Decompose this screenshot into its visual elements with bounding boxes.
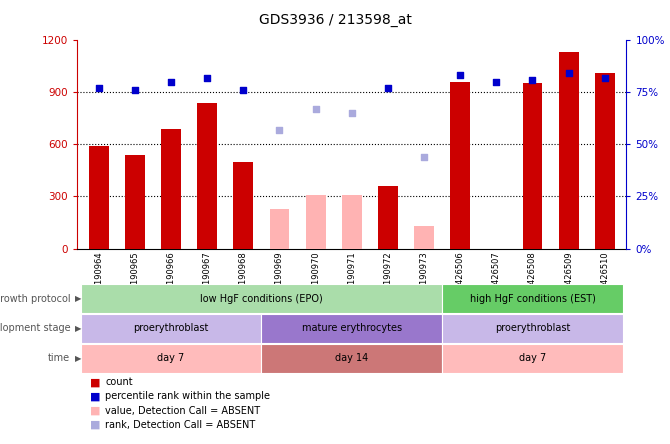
Text: day 7: day 7 xyxy=(519,353,546,363)
Text: low HgF conditions (EPO): low HgF conditions (EPO) xyxy=(200,293,323,304)
Point xyxy=(93,84,104,91)
Point xyxy=(600,74,610,81)
Point xyxy=(129,87,140,94)
Bar xyxy=(89,146,109,249)
Point xyxy=(165,78,176,85)
Text: ■: ■ xyxy=(90,392,101,401)
Point xyxy=(310,105,321,112)
Text: ■: ■ xyxy=(90,420,101,430)
Text: rank, Detection Call = ABSENT: rank, Detection Call = ABSENT xyxy=(105,420,255,430)
Text: ■: ■ xyxy=(90,406,101,416)
Bar xyxy=(261,344,442,373)
Bar xyxy=(442,314,623,343)
Point xyxy=(419,153,429,160)
Bar xyxy=(233,162,253,249)
Bar xyxy=(80,314,261,343)
Bar xyxy=(442,284,623,313)
Point xyxy=(238,87,249,94)
Text: development stage: development stage xyxy=(0,323,70,333)
Text: proerythroblast: proerythroblast xyxy=(494,323,570,333)
Text: ▶: ▶ xyxy=(75,294,82,303)
Text: value, Detection Call = ABSENT: value, Detection Call = ABSENT xyxy=(105,406,261,416)
Bar xyxy=(523,83,543,249)
Bar xyxy=(442,344,623,373)
Point xyxy=(274,126,285,133)
Text: mature erythrocytes: mature erythrocytes xyxy=(302,323,402,333)
Text: day 14: day 14 xyxy=(335,353,368,363)
Text: time: time xyxy=(48,353,70,363)
Bar xyxy=(414,226,434,249)
Point xyxy=(455,72,466,79)
Bar xyxy=(197,103,217,249)
Point xyxy=(491,78,502,85)
Text: day 7: day 7 xyxy=(157,353,185,363)
Text: high HgF conditions (EST): high HgF conditions (EST) xyxy=(470,293,596,304)
Text: proerythroblast: proerythroblast xyxy=(133,323,209,333)
Point xyxy=(383,84,393,91)
Bar xyxy=(269,209,289,249)
Text: ▶: ▶ xyxy=(75,324,82,333)
Bar xyxy=(125,155,145,249)
Text: GDS3936 / 213598_at: GDS3936 / 213598_at xyxy=(259,13,411,28)
Bar xyxy=(80,284,442,313)
Bar xyxy=(261,314,442,343)
Text: ■: ■ xyxy=(90,377,101,387)
Bar xyxy=(595,73,614,249)
Bar xyxy=(378,186,398,249)
Point xyxy=(346,109,357,116)
Point xyxy=(563,70,574,77)
Point xyxy=(202,74,212,81)
Bar xyxy=(306,195,326,249)
Bar xyxy=(161,129,181,249)
Point xyxy=(527,76,538,83)
Bar xyxy=(342,195,362,249)
Bar xyxy=(559,52,579,249)
Bar xyxy=(450,82,470,249)
Bar xyxy=(80,344,261,373)
Text: ▶: ▶ xyxy=(75,353,82,363)
Text: percentile rank within the sample: percentile rank within the sample xyxy=(105,392,270,401)
Text: growth protocol: growth protocol xyxy=(0,293,70,304)
Text: count: count xyxy=(105,377,133,387)
